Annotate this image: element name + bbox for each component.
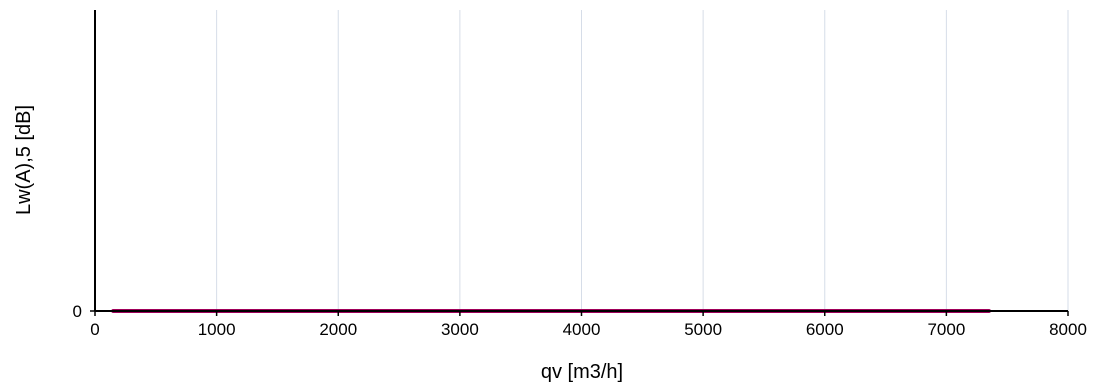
x-tick-label: 4000 [563,320,601,339]
y-axis-title: Lw(A),5 [dB] [13,105,35,215]
y-ticks: 0 [73,302,95,321]
grid [216,10,1069,311]
x-tick-label: 0 [90,320,99,339]
x-tick-label: 3000 [441,320,479,339]
x-tick-label: 6000 [806,320,844,339]
y-tick-label: 0 [73,302,82,321]
x-tick-label: 7000 [927,320,965,339]
x-tick-label: 5000 [684,320,722,339]
x-tick-label: 8000 [1049,320,1087,339]
x-axis-title: qv [m3/h] [541,361,623,383]
x-ticks: 0 1000 2000 3000 4000 5000 6000 7000 8000 [90,311,1087,339]
x-tick-label: 1000 [198,320,236,339]
x-tick-label: 2000 [319,320,357,339]
